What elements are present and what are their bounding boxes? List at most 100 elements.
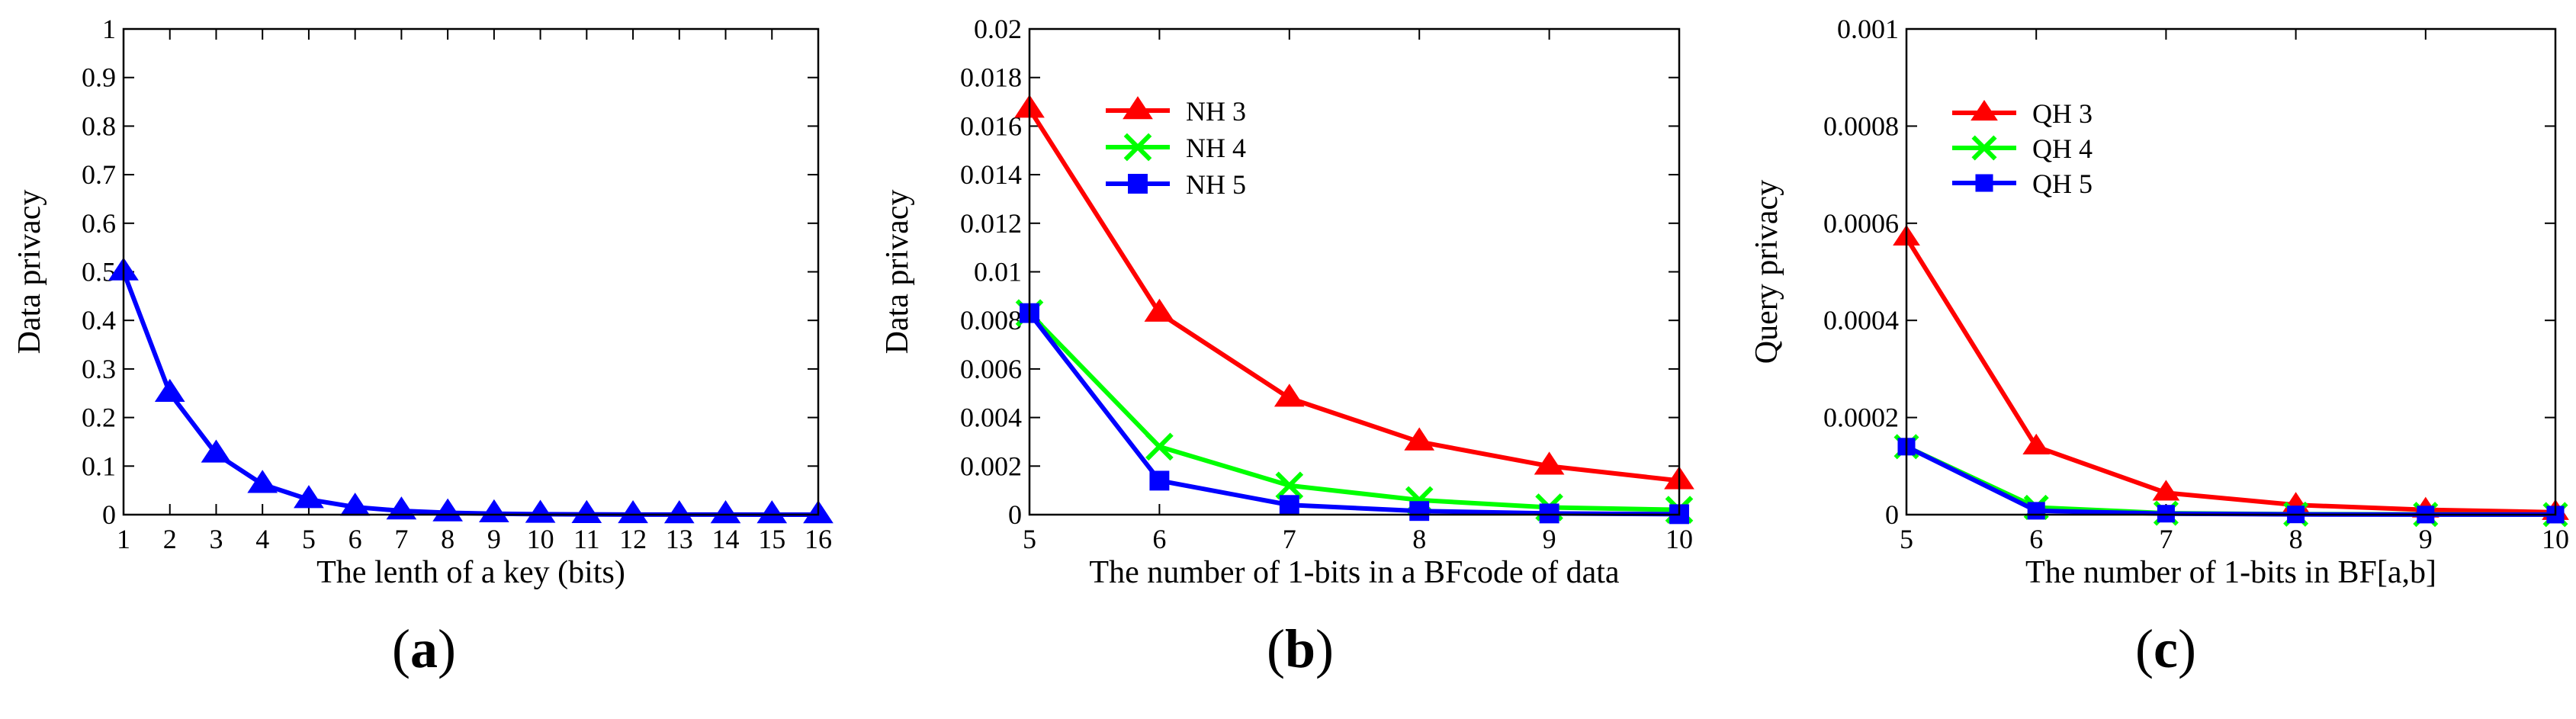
data-point — [571, 499, 602, 523]
data-point — [1275, 471, 1304, 500]
x-tick-label: 6 — [1152, 524, 1166, 554]
legend-label: QH 4 — [2032, 133, 2093, 164]
legend-label: NH 4 — [1186, 133, 1246, 163]
y-tick-label: 0.01 — [974, 257, 1022, 287]
x-tick-label: 8 — [1412, 524, 1426, 554]
series-line-qh-5 — [1905, 445, 2556, 517]
y-tick-label: 0 — [1008, 499, 1022, 530]
data-point — [1404, 427, 1435, 451]
y-tick-label: 0.0002 — [1823, 403, 1899, 433]
y-tick-label: 0.02 — [974, 14, 1022, 44]
x-tick-label: 5 — [1900, 524, 1913, 554]
y-tick-label: 0.012 — [960, 208, 1022, 239]
data-point — [1144, 298, 1175, 322]
data-point-stroke-2 — [1275, 471, 1304, 500]
x-tick-label: 8 — [441, 524, 454, 554]
legend-label: NH 3 — [1186, 96, 1246, 127]
data-point — [1534, 451, 1565, 475]
y-tick-label: 0.2 — [82, 403, 116, 433]
legend: NH 3 NH 4 NH 5 — [1106, 96, 1246, 200]
data-point — [2027, 502, 2045, 520]
x-tick-label: 7 — [2159, 524, 2173, 554]
chart-c: 0 0.0002 0.0004 0.0006 0.0008 0.001 5 6 7 8 9 10 QH … — [1749, 14, 2569, 679]
y-tick-label: 0.0006 — [1823, 208, 1899, 239]
x-tick-label: 10 — [1665, 524, 1693, 554]
y-tick-label: 0.6 — [82, 208, 116, 239]
y-tick-label: 0.0008 — [1823, 111, 1899, 141]
plot-frame — [1028, 27, 1681, 516]
caption-open-paren: ( — [392, 618, 410, 679]
legend-label: NH 5 — [1186, 169, 1246, 200]
x-tick-label: 1 — [117, 524, 130, 554]
caption-close-paren: ) — [2178, 618, 2196, 679]
caption-close-paren: ) — [1315, 618, 1334, 679]
y-tick-label: 0 — [1885, 499, 1899, 530]
series-line-nh-3 — [1027, 108, 1680, 483]
y-tick-label: 1 — [102, 14, 116, 44]
legend-marker-stroke-2 — [1971, 135, 1997, 161]
legend-marker-stroke-2 — [1123, 133, 1152, 162]
caption-letter: b — [1285, 618, 1315, 679]
y-tick-label: 0.1 — [82, 451, 116, 481]
x-axis-label: The number of 1-bits in BF[a,b] — [2025, 555, 2436, 590]
series-line-qh-4 — [1905, 445, 2556, 517]
series-line-data-privacy — [121, 271, 818, 517]
x-tick-label: 10 — [2542, 524, 2569, 554]
x-tick-label: 6 — [348, 524, 362, 554]
y-tick-label: 0.002 — [960, 451, 1022, 481]
x-tick-label: 14 — [712, 524, 740, 554]
caption-letter: c — [2154, 618, 2178, 679]
series-line-qh-3 — [1904, 236, 2556, 515]
y-tick-label: 0.5 — [82, 257, 116, 287]
panel-caption: (b) — [1267, 618, 1334, 679]
data-point — [1539, 503, 1559, 524]
y-tick-label: 0.008 — [960, 305, 1022, 335]
data-point — [663, 500, 695, 524]
data-point — [618, 499, 648, 524]
y-tick-label: 0.001 — [1837, 14, 1899, 44]
panel-caption: (a) — [392, 618, 456, 679]
data-point — [710, 500, 741, 524]
x-tick-label: 15 — [758, 524, 785, 554]
legend-marker — [1123, 133, 1152, 162]
x-tick-label: 12 — [619, 524, 647, 554]
data-point — [201, 439, 232, 463]
x-tick-label: 7 — [1283, 524, 1296, 554]
legend-marker — [1128, 174, 1148, 194]
data-point — [2152, 480, 2180, 501]
y-tick-label: 0.9 — [82, 63, 116, 93]
x-tick-label: 3 — [209, 524, 223, 554]
y-tick-label: 0.016 — [960, 111, 1022, 141]
chart-a: 00.10.20.30.40.50.60.70.80.911 2 3 4 5 6 7 8 9 10… — [12, 14, 834, 679]
x-tick-label: 7 — [394, 524, 408, 554]
data-point — [247, 470, 278, 493]
caption-open-paren: ( — [1267, 618, 1285, 679]
y-tick-label: 0.014 — [960, 159, 1022, 190]
x-tick-label: 8 — [2289, 524, 2303, 554]
x-tick-label: 6 — [2029, 524, 2043, 554]
legend-marker — [1971, 135, 1997, 161]
x-tick-label: 9 — [1543, 524, 1556, 554]
caption-open-paren: ( — [2135, 618, 2154, 679]
data-point — [479, 499, 509, 522]
x-tick-label: 11 — [573, 524, 600, 554]
y-tick-label: 0.006 — [960, 354, 1022, 384]
data-point — [1409, 501, 1430, 522]
chart-b: 0 0.002 0.004 0.006 0.008 0.01 0.012 0.014 0.016… — [880, 14, 1694, 679]
x-tick-label: 4 — [255, 524, 269, 554]
legend-label: QH 5 — [2032, 169, 2093, 199]
x-tick-label: 9 — [2419, 524, 2433, 554]
x-axis-label: The number of 1-bits in a BFcode of data — [1089, 555, 1620, 590]
plot-frame — [1905, 27, 2557, 516]
caption-letter: a — [410, 618, 438, 679]
x-tick-label: 10 — [527, 524, 554, 554]
data-point-stroke-2 — [1145, 432, 1174, 461]
data-point — [294, 485, 324, 509]
legend-marker — [1123, 96, 1153, 120]
legend-label: QH 3 — [2032, 98, 2093, 129]
x-tick-label: 2 — [163, 524, 177, 554]
legend-marker — [1971, 99, 1998, 121]
y-axis-label: Data privacy — [880, 190, 915, 355]
legend-marker — [1975, 174, 1993, 192]
